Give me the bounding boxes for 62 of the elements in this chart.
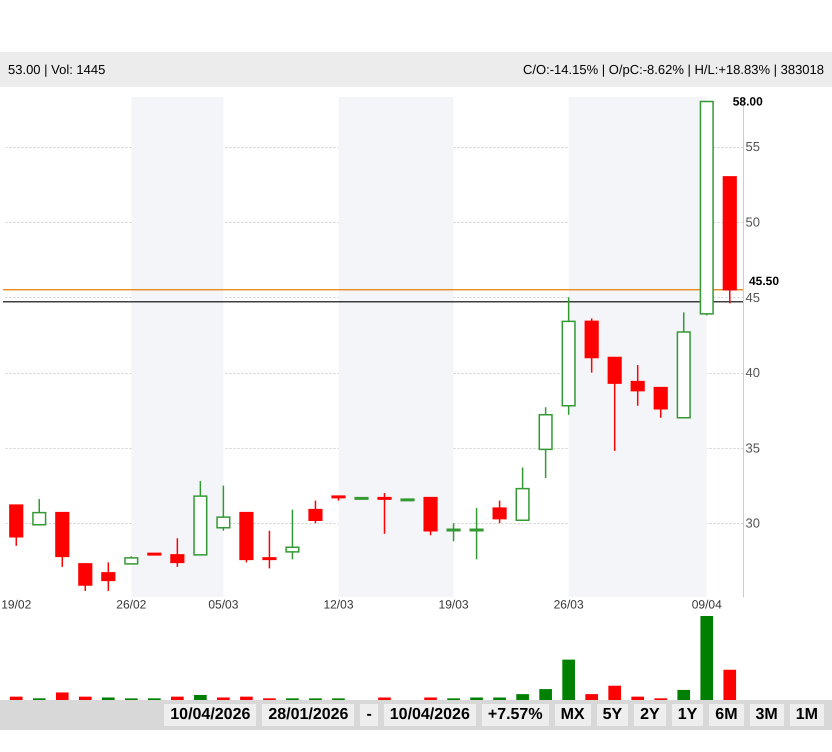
x-tick-label: 09/04 xyxy=(692,598,722,612)
candlestick xyxy=(101,562,116,592)
bar xyxy=(10,696,23,700)
x-tick-label: 19/02 xyxy=(1,598,32,612)
candlestick xyxy=(654,386,668,419)
candlestick xyxy=(285,508,300,560)
y-tick-label: 50 xyxy=(746,214,760,230)
candlestick xyxy=(78,563,92,592)
bar xyxy=(102,697,115,700)
bar xyxy=(56,692,69,700)
text: 2Y xyxy=(634,704,666,726)
bar xyxy=(470,697,483,700)
text: 10/04/2026 xyxy=(384,704,476,726)
bar xyxy=(562,660,575,700)
text: +7.57% xyxy=(482,704,549,726)
ref-line-label: 45.50 xyxy=(749,274,780,288)
bar xyxy=(677,690,690,700)
bar xyxy=(608,686,622,700)
bar xyxy=(217,697,230,700)
bar xyxy=(516,694,529,700)
bar xyxy=(240,696,253,700)
annotation: 58.00 xyxy=(732,94,764,109)
bar xyxy=(539,689,552,700)
y-tick-label: 40 xyxy=(746,365,760,380)
text: 3M xyxy=(750,704,784,726)
bar xyxy=(631,696,644,700)
text: 28/01/2026 xyxy=(262,704,354,726)
text: 1M xyxy=(790,704,824,726)
text: 1Y xyxy=(672,704,704,726)
text: 10/04/2026 xyxy=(164,704,256,726)
bar xyxy=(378,697,391,700)
bar xyxy=(700,616,714,700)
candlestick xyxy=(170,538,184,568)
y-tick-label: 30 xyxy=(746,516,760,531)
bar xyxy=(78,696,92,700)
y-tick-label: 35 xyxy=(746,440,760,456)
bar xyxy=(424,697,437,700)
text: 5Y xyxy=(596,704,628,726)
x-tick-label: 19/03 xyxy=(438,598,469,612)
y-tick-label: 45 xyxy=(746,290,760,305)
text: 6M xyxy=(709,704,744,726)
bar xyxy=(194,694,207,700)
bar xyxy=(493,697,506,700)
candlestick xyxy=(262,530,277,570)
x-tick-label: 26/03 xyxy=(554,598,584,612)
bar xyxy=(171,696,184,700)
chart-subtitle: C/O:-14.15% | O/pC:-8.62% | H/L:+18.83% | 383018 xyxy=(523,62,824,77)
text: MX xyxy=(554,704,591,726)
x-tick-label: 12/03 xyxy=(323,598,354,612)
y-tick-label: 55 xyxy=(746,139,760,154)
candlestick xyxy=(630,364,645,406)
candlestick xyxy=(469,507,484,560)
candlestick xyxy=(308,500,323,524)
x-tick-label: 05/03 xyxy=(208,598,239,612)
text: - xyxy=(360,704,378,726)
chart-title: 53.00 | Vol: 1445 xyxy=(8,62,106,77)
bar xyxy=(723,670,736,700)
bar xyxy=(585,694,598,700)
candlestick xyxy=(32,498,46,526)
candlestick xyxy=(377,492,392,534)
candlestick xyxy=(492,500,507,524)
x-tick-label: 26/02 xyxy=(116,598,147,612)
